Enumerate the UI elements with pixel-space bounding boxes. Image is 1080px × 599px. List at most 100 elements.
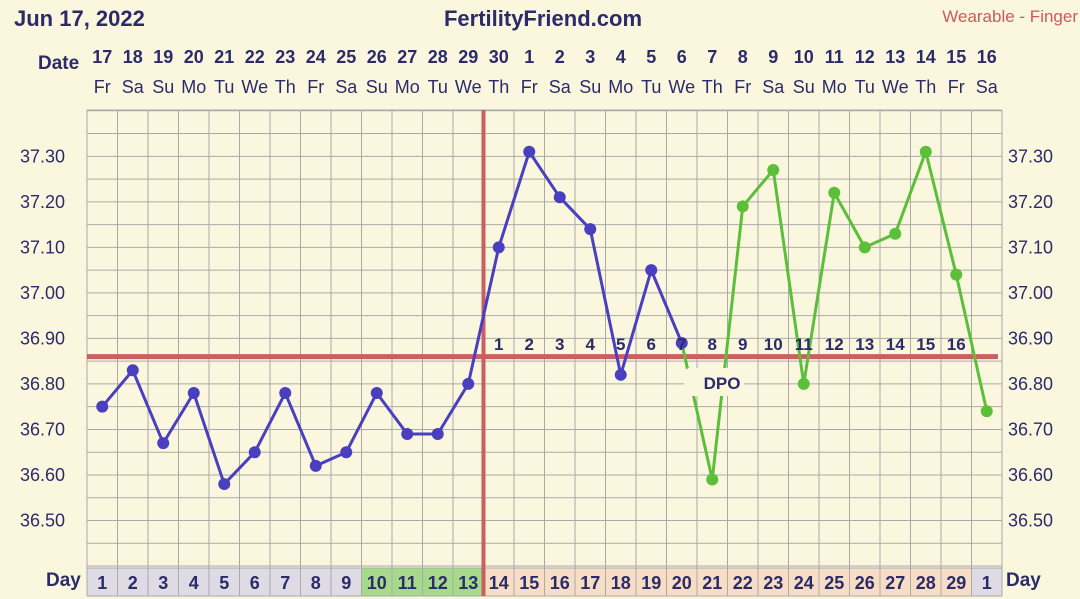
temperature-segment — [924, 150, 958, 277]
day-cell-bg — [758, 568, 789, 596]
date-number: 7 — [707, 47, 717, 67]
weekday-label: Mo — [395, 77, 420, 97]
temperature-segment — [436, 382, 470, 436]
dpo-label-bg — [684, 368, 744, 396]
cycle-day-number: 2 — [128, 573, 138, 593]
day-cell-bg — [117, 568, 148, 596]
y-tick-label-left: 36.50 — [20, 510, 65, 530]
cycle-day-number: 3 — [158, 573, 168, 593]
temperature-segment — [344, 391, 379, 454]
cycle-day-number: 16 — [550, 573, 570, 593]
temperature-segment — [832, 191, 867, 249]
date-number: 10 — [794, 47, 814, 67]
temperature-point — [919, 145, 932, 158]
date-number: 17 — [92, 47, 112, 67]
date-number: 18 — [123, 47, 143, 67]
day-cell-bg — [483, 568, 514, 596]
weekday-label: Mo — [608, 77, 633, 97]
day-row-label-right: Day — [1006, 570, 1041, 591]
day-cell-bg — [910, 568, 941, 596]
temperature-segment — [741, 168, 775, 208]
dpo-number: 3 — [555, 335, 564, 354]
cycle-day-number: 11 — [398, 573, 417, 593]
temperature-point — [675, 336, 688, 349]
date-number: 9 — [768, 47, 778, 67]
weekday-label: Th — [275, 77, 296, 97]
day-row-label: Day — [46, 570, 81, 591]
day-cell-bg — [300, 568, 331, 596]
cycle-day-row: 1 2 3 4 5 6 7 8 9 10 11 12 13 14 15 16 17 18 19 20 21 22 23 24 2… — [97, 573, 992, 593]
weekday-label: We — [241, 77, 268, 97]
dpo-number: 1 — [494, 335, 503, 354]
temperature-point — [340, 446, 353, 459]
day-cell-bg — [544, 568, 575, 596]
dpo-number: 10 — [764, 335, 783, 354]
cycle-day-number: 29 — [946, 573, 966, 593]
day-cell-bg — [148, 568, 179, 596]
dpo-number: 14 — [886, 335, 905, 354]
day-cell-bg — [361, 568, 392, 596]
dpo-number: 7 — [677, 335, 686, 354]
temperature-line — [100, 150, 989, 486]
date-number: 5 — [646, 47, 656, 67]
cycle-day-number: 21 — [702, 573, 722, 593]
weekday-label: Mo — [822, 77, 847, 97]
temperature-point — [584, 223, 597, 236]
temperature-segment — [710, 204, 745, 482]
temperature-segment — [558, 195, 592, 231]
dpo-number: 8 — [708, 335, 717, 354]
cycle-day-number: 12 — [428, 573, 448, 593]
date-number: 6 — [677, 47, 687, 67]
day-cell-bg — [270, 568, 301, 596]
temperature-segment — [466, 245, 501, 386]
day-cell-bg — [971, 568, 1002, 596]
cycle-day-number: 23 — [763, 573, 783, 593]
y-axis-ticks: 36.50 36.50 36.60 36.60 36.70 36.70 36.80 36.80… — [20, 146, 1053, 530]
date-number: 11 — [825, 47, 844, 67]
weekday-label: Su — [793, 77, 815, 97]
temperature-segment — [619, 268, 653, 377]
cycle-day-number: 1 — [982, 573, 992, 593]
y-tick-label-right: 36.70 — [1008, 419, 1053, 439]
weekday-label: We — [455, 77, 482, 97]
temperature-point — [858, 241, 871, 254]
y-tick-label-right: 36.90 — [1008, 328, 1053, 348]
temperature-segment — [588, 227, 623, 377]
cycle-day-number: 6 — [250, 573, 260, 593]
day-cell-bg — [880, 568, 911, 596]
weekday-label: We — [668, 77, 695, 97]
date-number: 27 — [397, 47, 417, 67]
y-tick-label-right: 36.60 — [1008, 465, 1053, 485]
date-row-label: Date — [38, 53, 79, 74]
date-number: 14 — [916, 47, 936, 67]
dpo-label: DPO — [704, 374, 741, 393]
temperature-point — [889, 227, 902, 240]
date-row: 17Fr18Sa19Su20Mo21Tu22We23Th24Fr25Sa26Su… — [92, 47, 999, 97]
y-tick-label-left: 37.30 — [20, 146, 65, 166]
day-cell-bg — [239, 568, 270, 596]
temperature-point — [645, 264, 658, 277]
weekday-label: Sa — [976, 77, 999, 97]
day-cell-bg — [666, 568, 697, 596]
weekday-label: Fr — [734, 77, 751, 97]
date-number: 4 — [616, 47, 626, 67]
temperature-point — [431, 427, 444, 440]
date-number: 2 — [555, 47, 565, 67]
date-number: 13 — [885, 47, 905, 67]
temperature-point — [553, 191, 566, 204]
day-cell-bg — [331, 568, 362, 596]
dpo-number: 15 — [916, 335, 935, 354]
temperature-source: Wearable - Finger — [942, 7, 1078, 26]
temperature-segment — [161, 391, 196, 445]
y-tick-label-right: 37.00 — [1008, 283, 1053, 303]
temperature-point — [828, 186, 841, 199]
weekday-label: Su — [579, 77, 601, 97]
temperature-segment — [283, 391, 318, 468]
dpo-number: 4 — [586, 335, 596, 354]
dpo-number: 11 — [795, 335, 813, 354]
temperature-segment — [253, 391, 287, 454]
temperature-segment — [100, 368, 135, 409]
y-tick-label-left: 36.70 — [20, 419, 65, 439]
temperature-segment — [497, 150, 531, 249]
